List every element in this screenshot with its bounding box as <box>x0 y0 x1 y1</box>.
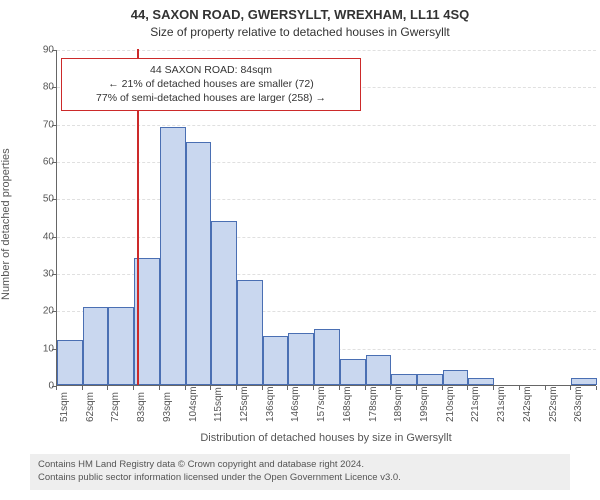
x-tick-mark <box>287 386 288 390</box>
x-tick-label: 93sqm <box>162 392 173 422</box>
x-tick-label: 178sqm <box>368 386 379 422</box>
bar <box>468 378 494 385</box>
y-axis-label: Number of detached properties <box>0 44 16 404</box>
x-tick-mark <box>519 386 520 390</box>
x-tick-mark <box>545 386 546 390</box>
x-tick-mark <box>570 386 571 390</box>
bar <box>263 336 289 385</box>
bar <box>340 359 366 385</box>
bar <box>366 355 392 385</box>
y-tick-label: 80 <box>28 82 54 93</box>
bar <box>211 221 237 385</box>
bar <box>391 374 417 385</box>
x-tick-mark <box>416 386 417 390</box>
annotation-line-3: 77% of semi-detached houses are larger (… <box>70 91 352 105</box>
histogram-chart: Number of detached properties 0 10 20 30 40 5… <box>0 44 600 446</box>
x-tick-mark <box>493 386 494 390</box>
x-tick-mark <box>82 386 83 390</box>
x-tick-mark <box>107 386 108 390</box>
bar <box>108 307 134 385</box>
x-tick-mark <box>185 386 186 390</box>
y-tick-label: 70 <box>28 119 54 130</box>
y-tick-label: 40 <box>28 231 54 242</box>
bar <box>83 307 109 385</box>
x-tick-label: 72sqm <box>110 392 121 422</box>
x-tick-label: 146sqm <box>290 386 301 422</box>
page-subtitle: Size of property relative to detached ho… <box>0 24 600 41</box>
annotation-box: 44 SAXON ROAD: 84sqm ← 21% of detached h… <box>61 58 361 111</box>
x-tick-mark <box>236 386 237 390</box>
x-tick-mark <box>365 386 366 390</box>
x-tick-mark <box>262 386 263 390</box>
x-tick-label: 136sqm <box>265 386 276 422</box>
bar <box>314 329 340 385</box>
x-tick-mark <box>133 386 134 390</box>
x-tick-label: 199sqm <box>419 386 430 422</box>
x-tick-label: 157sqm <box>316 386 327 422</box>
x-tick-label: 115sqm <box>213 387 224 422</box>
plot-area: 44 SAXON ROAD: 84sqm ← 21% of detached h… <box>56 50 596 386</box>
page-title: 44, SAXON ROAD, GWERSYLLT, WREXHAM, LL11… <box>0 6 600 24</box>
credits-line-1: Contains HM Land Registry data © Crown c… <box>38 459 562 472</box>
y-tick-label: 60 <box>28 157 54 168</box>
y-tick-label: 50 <box>28 194 54 205</box>
x-tick-mark <box>467 386 468 390</box>
bar <box>571 378 597 385</box>
bar <box>186 142 212 385</box>
x-tick-label: 263sqm <box>573 386 584 422</box>
x-tick-mark <box>210 386 211 390</box>
x-tick-label: 252sqm <box>548 386 559 422</box>
x-tick-mark <box>313 386 314 390</box>
y-tick-label: 10 <box>28 343 54 354</box>
page-root: 44, SAXON ROAD, GWERSYLLT, WREXHAM, LL11… <box>0 0 600 500</box>
x-tick-label: 51sqm <box>59 392 70 422</box>
x-tick-label: 221sqm <box>470 386 481 422</box>
bar <box>237 280 263 385</box>
x-tick-label: 83sqm <box>136 392 147 422</box>
bar <box>443 370 469 385</box>
bar <box>288 333 314 385</box>
annotation-line-2: ← 21% of detached houses are smaller (72… <box>70 77 352 91</box>
x-tick-label: 168sqm <box>342 386 353 422</box>
x-tick-label: 210sqm <box>445 386 456 422</box>
x-tick-mark <box>442 386 443 390</box>
x-tick-mark <box>390 386 391 390</box>
x-tick-label: 189sqm <box>393 386 404 422</box>
bar <box>417 374 443 385</box>
bar <box>160 127 186 385</box>
x-axis-label: Distribution of detached houses by size … <box>56 432 596 444</box>
x-tick-label: 125sqm <box>239 386 250 422</box>
y-tick-label: 20 <box>28 306 54 317</box>
x-tick-mark <box>339 386 340 390</box>
x-tick-label: 62sqm <box>85 392 96 422</box>
bar <box>57 340 83 385</box>
x-tick-label: 242sqm <box>522 386 533 422</box>
credits-line-2: Contains public sector information licen… <box>38 472 562 485</box>
annotation-line-1: 44 SAXON ROAD: 84sqm <box>70 63 352 77</box>
y-tick-label: 0 <box>28 381 54 392</box>
x-tick-label: 104sqm <box>188 386 199 422</box>
y-tick-label: 90 <box>28 45 54 56</box>
x-tick-mark <box>56 386 57 390</box>
x-tick-mark <box>596 386 597 390</box>
y-tick-label: 30 <box>28 269 54 280</box>
x-tick-mark <box>159 386 160 390</box>
credits-box: Contains HM Land Registry data © Crown c… <box>30 454 570 490</box>
x-tick-label: 231sqm <box>496 386 507 422</box>
